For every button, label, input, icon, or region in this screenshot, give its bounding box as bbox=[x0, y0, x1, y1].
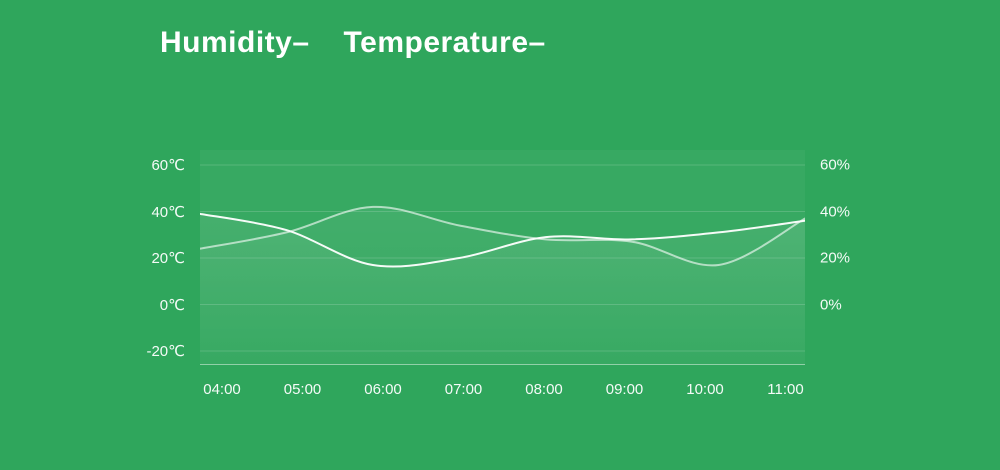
x-tick: 06:00 bbox=[364, 381, 402, 398]
x-tick: 04:00 bbox=[203, 381, 241, 398]
y-right-tick: 40% bbox=[820, 203, 851, 220]
x-tick: 08:00 bbox=[525, 381, 563, 398]
series-humidity-area bbox=[200, 206, 805, 365]
y-left-tick: -20℃ bbox=[146, 343, 185, 360]
legend-item-humidity[interactable]: Humidity– bbox=[160, 26, 310, 59]
x-tick: 10:00 bbox=[686, 381, 724, 398]
y-right-tick: 60% bbox=[820, 156, 851, 174]
y-axis-left: 60℃ 40℃ 20℃ 0℃ -20℃ bbox=[0, 0, 185, 470]
y-left-tick: 40℃ bbox=[151, 203, 185, 221]
legend-item-temperature[interactable]: Temperature– bbox=[343, 26, 546, 59]
chart-legend: Humidity– Temperature– bbox=[160, 26, 546, 60]
y-left-tick: 20℃ bbox=[151, 250, 185, 267]
x-tick: 05:00 bbox=[283, 381, 322, 398]
y-right-tick: 0% bbox=[820, 296, 842, 313]
x-tick: 07:00 bbox=[444, 381, 483, 398]
x-tick: 09:00 bbox=[605, 381, 644, 398]
y-left-tick: 60℃ bbox=[151, 157, 185, 174]
y-right-tick: 20% bbox=[820, 249, 851, 267]
line-chart-plot bbox=[200, 150, 805, 365]
x-tick: 11:00 bbox=[767, 381, 804, 398]
y-left-tick: 0℃ bbox=[159, 296, 185, 314]
y-axis-right: 60% 40% 20% 0% bbox=[820, 0, 940, 470]
series-humidity-line[interactable] bbox=[200, 205, 805, 267]
